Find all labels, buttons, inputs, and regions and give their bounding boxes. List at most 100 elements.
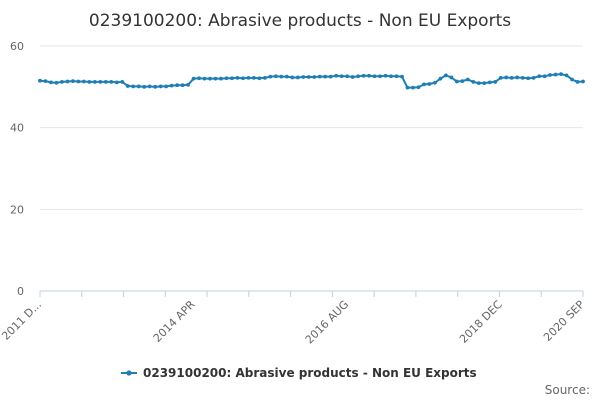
- data-point[interactable]: [180, 83, 185, 88]
- data-point[interactable]: [153, 84, 158, 89]
- data-point[interactable]: [191, 76, 196, 81]
- data-point[interactable]: [460, 79, 465, 84]
- data-point[interactable]: [487, 80, 492, 85]
- data-point[interactable]: [564, 73, 569, 78]
- data-point[interactable]: [279, 74, 284, 79]
- data-point[interactable]: [301, 75, 306, 79]
- data-point[interactable]: [98, 80, 103, 84]
- data-point[interactable]: [284, 74, 289, 79]
- data-point[interactable]: [71, 79, 75, 84]
- data-point[interactable]: [515, 75, 520, 80]
- data-point[interactable]: [197, 76, 201, 81]
- data-point[interactable]: [252, 75, 256, 80]
- data-point[interactable]: [394, 74, 399, 79]
- data-point[interactable]: [257, 76, 262, 81]
- data-point[interactable]: [125, 84, 130, 88]
- data-point[interactable]: [323, 74, 328, 79]
- data-point[interactable]: [482, 81, 487, 86]
- data-point[interactable]: [433, 80, 437, 85]
- data-point[interactable]: [120, 80, 125, 84]
- data-point[interactable]: [559, 72, 563, 77]
- data-point[interactable]: [383, 73, 388, 78]
- data-point[interactable]: [87, 80, 92, 84]
- data-point[interactable]: [43, 79, 48, 84]
- data-point[interactable]: [476, 81, 481, 86]
- data-point[interactable]: [241, 76, 245, 81]
- data-point[interactable]: [273, 74, 278, 79]
- data-point[interactable]: [202, 76, 207, 81]
- data-point[interactable]: [60, 80, 64, 84]
- data-point[interactable]: [169, 83, 174, 88]
- data-point[interactable]: [411, 85, 415, 90]
- data-point[interactable]: [427, 82, 432, 86]
- data-point[interactable]: [400, 74, 404, 79]
- data-point[interactable]: [92, 80, 97, 84]
- data-point[interactable]: [471, 80, 476, 84]
- data-point[interactable]: [312, 75, 317, 79]
- data-point[interactable]: [136, 84, 141, 89]
- data-point[interactable]: [443, 73, 448, 78]
- data-point[interactable]: [553, 72, 558, 77]
- data-point[interactable]: [114, 80, 119, 85]
- data-point[interactable]: [158, 84, 163, 89]
- data-point[interactable]: [367, 73, 371, 78]
- data-point[interactable]: [54, 80, 59, 85]
- data-point[interactable]: [509, 75, 514, 80]
- data-point[interactable]: [142, 84, 147, 89]
- data-point[interactable]: [262, 75, 267, 80]
- data-point[interactable]: [109, 80, 114, 84]
- data-point[interactable]: [219, 76, 223, 81]
- data-point[interactable]: [378, 74, 382, 79]
- data-point[interactable]: [422, 82, 426, 87]
- data-point[interactable]: [339, 74, 344, 79]
- data-point[interactable]: [520, 75, 525, 80]
- data-point[interactable]: [416, 85, 421, 90]
- data-point[interactable]: [405, 85, 410, 90]
- data-point[interactable]: [531, 75, 536, 80]
- data-point[interactable]: [454, 79, 459, 84]
- data-point[interactable]: [164, 84, 169, 89]
- data-point[interactable]: [103, 80, 108, 84]
- data-point[interactable]: [38, 78, 42, 83]
- data-point[interactable]: [575, 80, 580, 84]
- data-point[interactable]: [504, 75, 509, 80]
- data-point[interactable]: [350, 75, 355, 79]
- data-point[interactable]: [465, 77, 470, 82]
- data-point[interactable]: [186, 82, 190, 87]
- data-point[interactable]: [65, 79, 70, 84]
- data-point[interactable]: [548, 73, 552, 77]
- data-point[interactable]: [213, 76, 218, 81]
- data-point[interactable]: [498, 75, 503, 80]
- data-point[interactable]: [389, 74, 393, 79]
- data-point[interactable]: [537, 74, 542, 79]
- data-point[interactable]: [526, 76, 531, 81]
- data-point[interactable]: [356, 74, 361, 79]
- data-point[interactable]: [235, 75, 240, 80]
- data-point[interactable]: [317, 74, 322, 79]
- data-point[interactable]: [306, 75, 311, 79]
- data-point[interactable]: [208, 76, 212, 81]
- data-point[interactable]: [230, 76, 234, 81]
- data-point[interactable]: [372, 74, 377, 79]
- data-point[interactable]: [345, 74, 350, 79]
- data-point[interactable]: [438, 76, 443, 81]
- data-point[interactable]: [493, 80, 498, 84]
- data-point[interactable]: [131, 84, 136, 89]
- data-point[interactable]: [224, 76, 229, 81]
- data-point[interactable]: [542, 74, 547, 79]
- data-point[interactable]: [290, 75, 295, 80]
- data-point[interactable]: [81, 79, 86, 84]
- data-point[interactable]: [175, 83, 180, 88]
- data-point[interactable]: [268, 74, 273, 79]
- legend[interactable]: 0239100200: Abrasive products - Non EU E…: [121, 366, 477, 380]
- data-point[interactable]: [361, 73, 366, 78]
- data-point[interactable]: [328, 74, 333, 79]
- data-point[interactable]: [449, 75, 454, 80]
- data-point[interactable]: [570, 77, 574, 82]
- data-point[interactable]: [49, 80, 53, 85]
- data-point[interactable]: [147, 84, 152, 89]
- data-point[interactable]: [295, 75, 300, 80]
- data-point[interactable]: [76, 79, 81, 84]
- data-point[interactable]: [581, 79, 585, 84]
- data-point[interactable]: [334, 73, 339, 78]
